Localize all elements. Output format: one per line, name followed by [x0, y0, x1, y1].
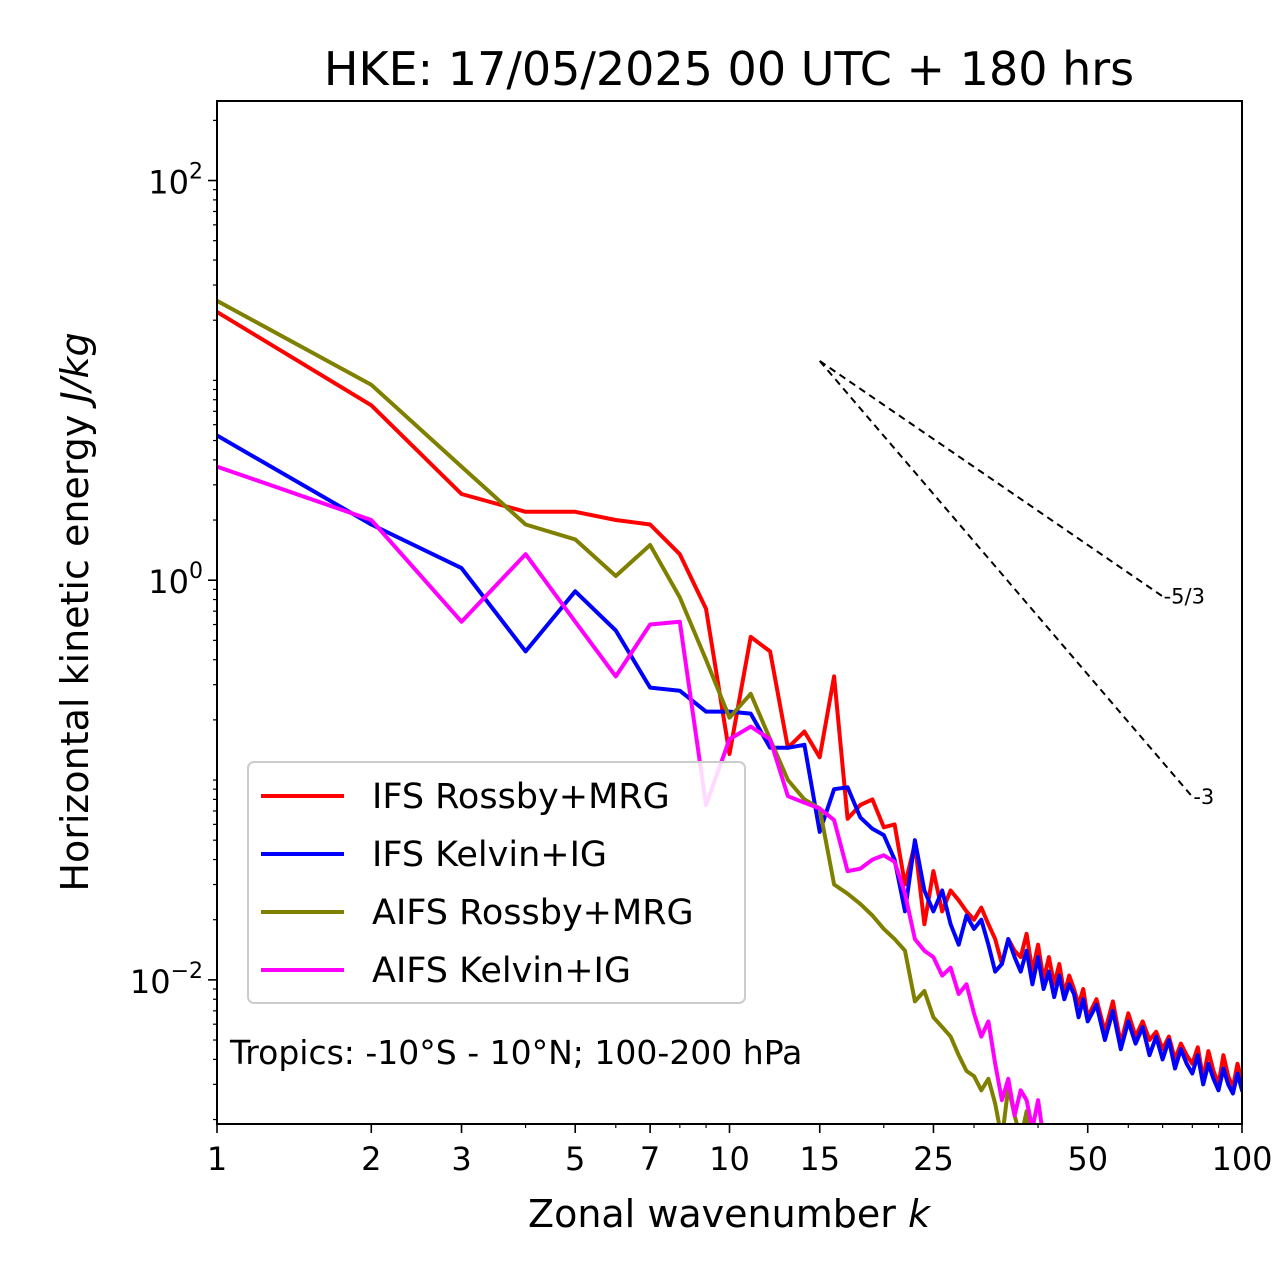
- x-tick-label: 50: [1067, 1140, 1108, 1178]
- region-annotation: Tropics: -10°S - 10°N; 100-200 hPa: [229, 1033, 802, 1072]
- plot-frame: [216, 100, 1243, 1125]
- x-tick-label: 3: [451, 1140, 471, 1178]
- chart-title: HKE: 17/05/2025 00 UTC + 180 hrs: [324, 42, 1134, 96]
- x-tick-label: 5: [565, 1140, 585, 1178]
- x-axis-label-var: k: [908, 1192, 932, 1236]
- reference-slope-label: -3: [1193, 785, 1214, 809]
- x-tick-label: 25: [913, 1140, 954, 1178]
- axis-ticks: 1 2 3 5 7 10 15 25 50 100 10−2 100 102: [130, 119, 1273, 1178]
- x-tick-label: 10: [709, 1140, 750, 1178]
- x-tick-label: 100: [1211, 1140, 1272, 1178]
- reference-slopes: -5/3 -3: [818, 360, 1214, 809]
- x-tick-label: 2: [361, 1140, 381, 1178]
- legend-label: IFS Kelvin+IG: [372, 835, 607, 875]
- y-axis-label-unit: J/kg: [53, 332, 97, 409]
- series-line-aifs-rossby-mrg: [217, 298, 1031, 1124]
- legend-label: IFS Rossby+MRG: [372, 777, 670, 817]
- y-tick-label: 102: [148, 160, 203, 202]
- reference-slope-label: -5/3: [1164, 584, 1205, 608]
- x-axis-label-text: Zonal wavenumber: [528, 1192, 896, 1236]
- x-tick-label: 15: [799, 1140, 840, 1178]
- series-line-aifs-kelvin-ig: [217, 464, 1044, 1124]
- legend-box: [247, 761, 746, 1004]
- x-tick-label: 1: [207, 1140, 227, 1178]
- y-axis-label-text: Horizontal kinetic energy: [53, 415, 97, 892]
- reference-slope-line: [819, 360, 1164, 598]
- y-tick-label: 100: [148, 559, 203, 601]
- legend-label: AIFS Kelvin+IG: [372, 951, 631, 991]
- x-tick-label: 7: [640, 1140, 660, 1178]
- series-line-ifs-kelvin-ig: [217, 433, 1242, 1096]
- legend: IFS Rossby+MRG IFS Kelvin+IG AIFS Rossby+M…: [247, 761, 746, 1004]
- y-axis-label: Horizontal kinetic energy J/kg: [53, 332, 97, 891]
- legend-label: AIFS Rossby+MRG: [372, 893, 694, 933]
- x-axis-label: Zonal wavenumber k: [528, 1192, 932, 1236]
- plot-lines: [217, 298, 1242, 1124]
- y-tick-label: 10−2: [130, 959, 203, 1001]
